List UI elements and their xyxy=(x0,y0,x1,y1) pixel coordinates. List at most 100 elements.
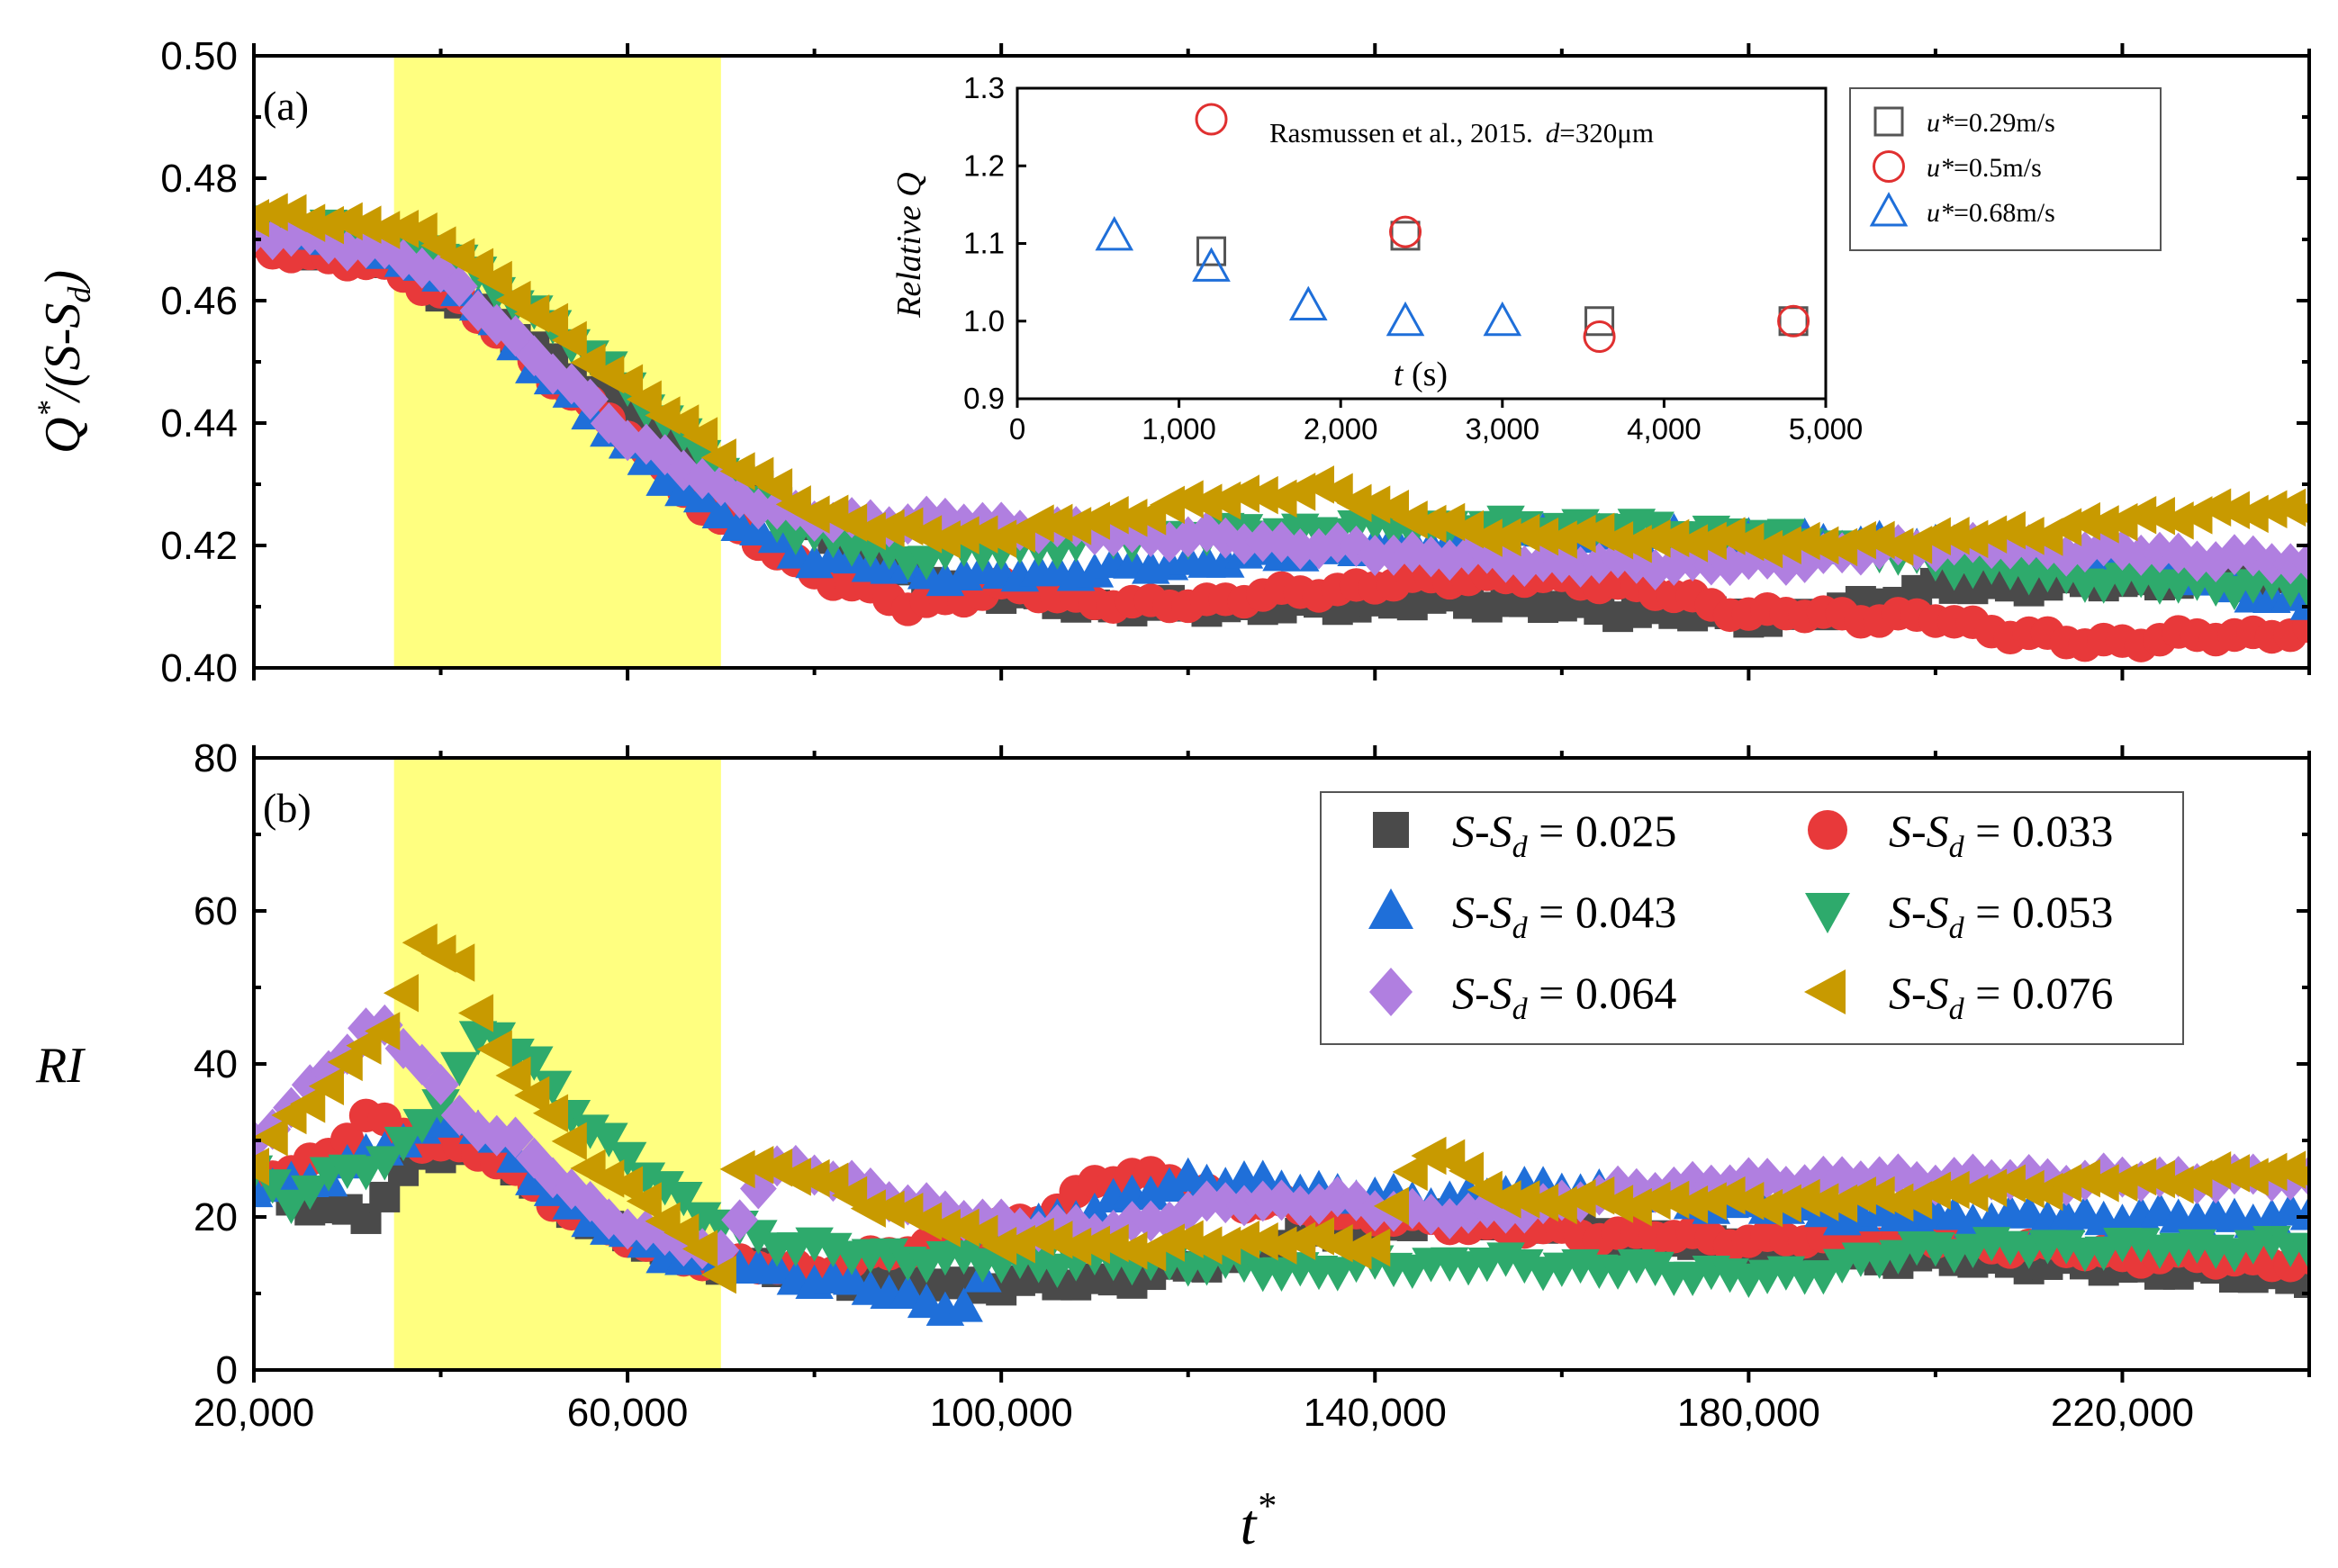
data-point xyxy=(1467,518,1503,557)
data-point xyxy=(1187,483,1223,522)
data-point xyxy=(1934,517,1970,555)
data-point xyxy=(663,1213,700,1252)
data-point xyxy=(739,1167,777,1210)
data-point xyxy=(627,423,665,465)
data-point xyxy=(366,1146,404,1181)
data-point xyxy=(440,1051,479,1087)
data-point xyxy=(551,320,587,360)
data-point xyxy=(1205,543,1245,578)
legend-label: S-Sd = 0.025 xyxy=(1452,806,1676,864)
data-point xyxy=(2196,488,2232,527)
data-point xyxy=(2083,505,2119,544)
inset-ticks: 0.9 1.0 1.1 1.2 1.3 0 1,000 2,000 3,000 4,000 5,00… xyxy=(963,71,1863,446)
data-point xyxy=(1281,528,1319,570)
data-point xyxy=(2214,491,2250,530)
data-point xyxy=(1840,520,1876,560)
data-point xyxy=(1093,496,1129,535)
data-point xyxy=(254,1118,288,1157)
data-point xyxy=(1112,499,1148,537)
data-point xyxy=(1934,1170,1970,1210)
data-point xyxy=(347,1156,385,1191)
x-tick-label: 100,000 xyxy=(930,1391,1073,1435)
legend-marker xyxy=(1804,969,1846,1014)
data-point xyxy=(421,1089,460,1124)
data-point xyxy=(2064,501,2100,541)
data-point xyxy=(1338,1180,1375,1221)
data-point xyxy=(2083,1164,2119,1203)
data-point xyxy=(439,943,475,982)
data-point xyxy=(1448,1151,1485,1190)
legend-label: S-Sd = 0.076 xyxy=(1889,968,2113,1026)
inset-y-tick-label: 1.2 xyxy=(963,149,1005,182)
inset-data-point xyxy=(1584,306,1615,337)
panel-a-markers xyxy=(254,193,2309,662)
data-point xyxy=(943,516,979,554)
data-point xyxy=(495,1056,531,1095)
data-point xyxy=(2271,543,2309,585)
data-point xyxy=(850,511,886,551)
data-point xyxy=(1431,539,1468,581)
data-point xyxy=(1336,483,1372,523)
data-point xyxy=(1112,1231,1148,1270)
data-point xyxy=(2289,1235,2309,1270)
data-point xyxy=(1018,1217,1054,1257)
data-point xyxy=(775,1158,811,1196)
data-point xyxy=(2197,541,2234,583)
panel-a-label: (a) xyxy=(263,83,309,129)
data-point xyxy=(2196,1151,2232,1190)
data-point xyxy=(1431,1197,1468,1239)
data-point xyxy=(2139,497,2175,536)
data-point xyxy=(1767,544,1805,586)
y-tick-label: 0 xyxy=(216,1348,238,1392)
data-point xyxy=(2233,1158,2269,1196)
data-point xyxy=(365,1012,401,1050)
data-point xyxy=(1223,474,1259,513)
data-point xyxy=(794,495,830,534)
data-point xyxy=(1244,1180,1282,1222)
data-point xyxy=(1188,1180,1225,1222)
data-point xyxy=(383,209,420,248)
data-point xyxy=(1149,1223,1185,1262)
data-point xyxy=(532,302,569,342)
x-tick-label: 60,000 xyxy=(567,1391,689,1435)
data-point xyxy=(2046,1164,2082,1203)
data-point xyxy=(1243,1159,1282,1194)
legend-b: S-Sd = 0.025 S-Sd = 0.033 S-Sd = 0.043 S-Sd… xyxy=(1320,791,2184,1045)
inset-x-tick-label: 3,000 xyxy=(1466,412,1540,446)
data-point xyxy=(719,452,755,491)
inset-legend-label: u*=0.68m/s xyxy=(1927,198,2055,228)
x-tick-label: 20,000 xyxy=(194,1391,315,1435)
legend-label: S-Sd = 0.064 xyxy=(1452,968,1676,1026)
data-point xyxy=(2289,1195,2309,1230)
x-tick-label: 220,000 xyxy=(2051,1391,2194,1435)
data-point xyxy=(2122,534,2160,576)
data-point xyxy=(1356,535,1394,576)
data-point xyxy=(1039,1203,1076,1246)
data-point xyxy=(1244,520,1282,563)
data-point xyxy=(1560,1178,1596,1218)
data-point xyxy=(422,1064,459,1105)
data-point xyxy=(1449,1193,1487,1234)
data-point xyxy=(402,212,438,251)
inset-data-point xyxy=(1095,216,1134,251)
data-point xyxy=(1765,526,1801,565)
data-point xyxy=(478,1114,516,1157)
data-point xyxy=(1151,521,1188,563)
data-point xyxy=(2288,1165,2309,1187)
data-point xyxy=(1223,1220,1259,1259)
inset-x-tick-label: 0 xyxy=(1009,412,1025,446)
data-point xyxy=(645,461,684,496)
data-point xyxy=(534,1157,572,1199)
data-point xyxy=(1953,1174,1989,1212)
panel-b-ylabel: RI xyxy=(35,1038,86,1094)
data-point xyxy=(476,260,512,300)
data-point xyxy=(440,1095,478,1136)
data-point xyxy=(1504,513,1540,553)
data-point xyxy=(1804,1260,1843,1295)
inset-legend: u*=0.29m/s u*=0.5m/s u*=0.68m/s xyxy=(1849,87,2162,251)
data-point xyxy=(369,1181,401,1212)
data-point xyxy=(1673,524,1709,563)
data-point xyxy=(1487,541,1524,583)
data-point xyxy=(682,1230,718,1268)
